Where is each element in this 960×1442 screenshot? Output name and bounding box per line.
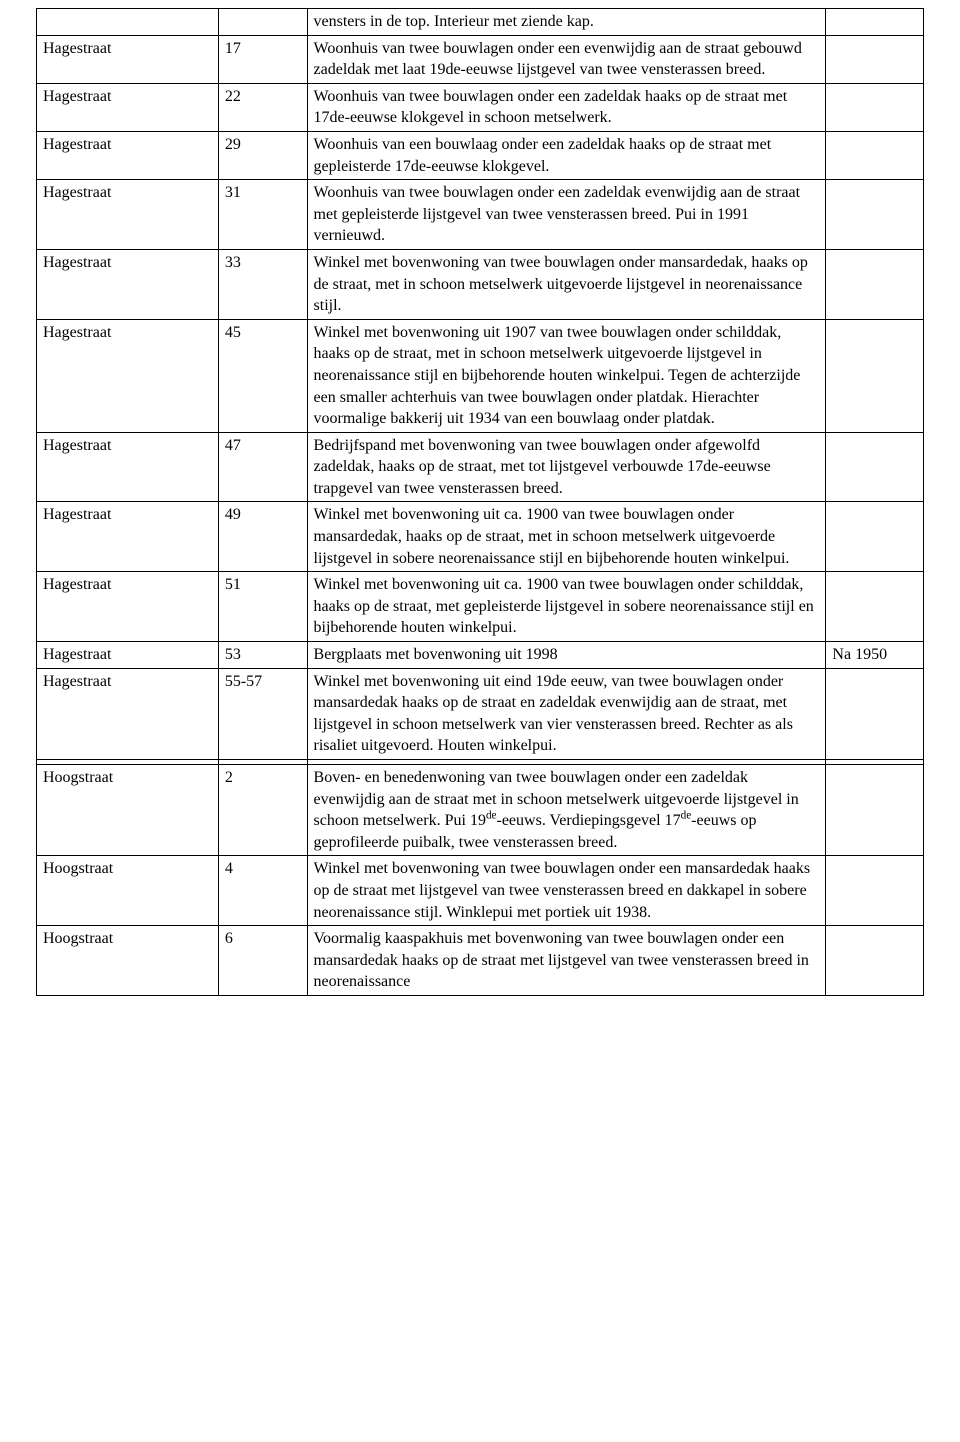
note-cell (826, 432, 924, 502)
street-cell: Hagestraat (37, 249, 219, 319)
description-cell: Winkel met bovenwoning uit ca. 1900 van … (307, 502, 826, 572)
number-cell: 53 (218, 642, 307, 669)
note-cell (826, 502, 924, 572)
table-row: Hagestraat22Woonhuis van twee bouwlagen … (37, 83, 924, 131)
description-cell: Woonhuis van twee bouwlagen onder een za… (307, 180, 826, 250)
number-cell: 17 (218, 35, 307, 83)
table-row: vensters in de top. Interieur met ziende… (37, 9, 924, 36)
table-row: Hagestraat31Woonhuis van twee bouwlagen … (37, 180, 924, 250)
street-cell: Hagestraat (37, 668, 219, 759)
table-row: Hagestraat45Winkel met bovenwoning uit 1… (37, 319, 924, 432)
number-cell: 51 (218, 572, 307, 642)
note-cell (826, 926, 924, 996)
description-cell: Winkel met bovenwoning uit eind 19de eeu… (307, 668, 826, 759)
table-row: Hoogstraat6Voormalig kaaspakhuis met bov… (37, 926, 924, 996)
street-cell: Hagestraat (37, 83, 219, 131)
description-cell: Woonhuis van twee bouwlagen onder een ev… (307, 35, 826, 83)
description-cell: Winkel met bovenwoning van twee bouwlage… (307, 856, 826, 926)
number-cell: 45 (218, 319, 307, 432)
note-cell (826, 180, 924, 250)
note-cell (826, 131, 924, 179)
number-cell: 31 (218, 180, 307, 250)
street-cell: Hagestraat (37, 319, 219, 432)
table-row: Hoogstraat4Winkel met bovenwoning van tw… (37, 856, 924, 926)
table-row: Hagestraat17Woonhuis van twee bouwlagen … (37, 35, 924, 83)
number-cell: 2 (218, 765, 307, 856)
note-cell (826, 572, 924, 642)
street-cell: Hagestraat (37, 572, 219, 642)
description-cell: vensters in de top. Interieur met ziende… (307, 9, 826, 36)
street-cell: Hoogstraat (37, 926, 219, 996)
street-cell (37, 9, 219, 36)
number-cell: 49 (218, 502, 307, 572)
number-cell: 4 (218, 856, 307, 926)
table-row: Hagestraat29Woonhuis van een bouwlaag on… (37, 131, 924, 179)
description-cell: Winkel met bovenwoning van twee bouwlage… (307, 249, 826, 319)
number-cell: 33 (218, 249, 307, 319)
description-cell: Woonhuis van een bouwlaag onder een zade… (307, 131, 826, 179)
table-row: Hagestraat49Winkel met bovenwoning uit c… (37, 502, 924, 572)
note-cell (826, 319, 924, 432)
note-cell (826, 765, 924, 856)
street-cell: Hoogstraat (37, 765, 219, 856)
table-row: Hagestraat51Winkel met bovenwoning uit c… (37, 572, 924, 642)
number-cell: 29 (218, 131, 307, 179)
table-row: Hoogstraat2Boven- en benedenwoning van t… (37, 765, 924, 856)
description-cell: Winkel met bovenwoning uit 1907 van twee… (307, 319, 826, 432)
street-cell: Hagestraat (37, 35, 219, 83)
description-cell: Boven- en benedenwoning van twee bouwlag… (307, 765, 826, 856)
street-cell: Hagestraat (37, 502, 219, 572)
table-row: Hagestraat47Bedrijfspand met bovenwoning… (37, 432, 924, 502)
note-cell (826, 35, 924, 83)
street-cell: Hagestraat (37, 432, 219, 502)
description-cell: Bergplaats met bovenwoning uit 1998 (307, 642, 826, 669)
number-cell: 6 (218, 926, 307, 996)
properties-table: vensters in de top. Interieur met ziende… (36, 8, 924, 996)
note-cell (826, 856, 924, 926)
note-cell (826, 83, 924, 131)
street-cell: Hagestraat (37, 180, 219, 250)
street-cell: Hagestraat (37, 131, 219, 179)
number-cell: 55-57 (218, 668, 307, 759)
description-cell: Winkel met bovenwoning uit ca. 1900 van … (307, 572, 826, 642)
description-cell: Woonhuis van twee bouwlagen onder een za… (307, 83, 826, 131)
street-cell: Hoogstraat (37, 856, 219, 926)
street-cell: Hagestraat (37, 642, 219, 669)
document-page: vensters in de top. Interieur met ziende… (0, 0, 960, 1016)
table-row: Hagestraat53Bergplaats met bovenwoning u… (37, 642, 924, 669)
description-cell: Voormalig kaaspakhuis met bovenwoning va… (307, 926, 826, 996)
table-body: vensters in de top. Interieur met ziende… (37, 9, 924, 996)
number-cell (218, 9, 307, 36)
number-cell: 22 (218, 83, 307, 131)
number-cell: 47 (218, 432, 307, 502)
note-cell: Na 1950 (826, 642, 924, 669)
note-cell (826, 9, 924, 36)
table-row: Hagestraat33Winkel met bovenwoning van t… (37, 249, 924, 319)
note-cell (826, 668, 924, 759)
note-cell (826, 249, 924, 319)
description-cell: Bedrijfspand met bovenwoning van twee bo… (307, 432, 826, 502)
table-row: Hagestraat55-57Winkel met bovenwoning ui… (37, 668, 924, 759)
